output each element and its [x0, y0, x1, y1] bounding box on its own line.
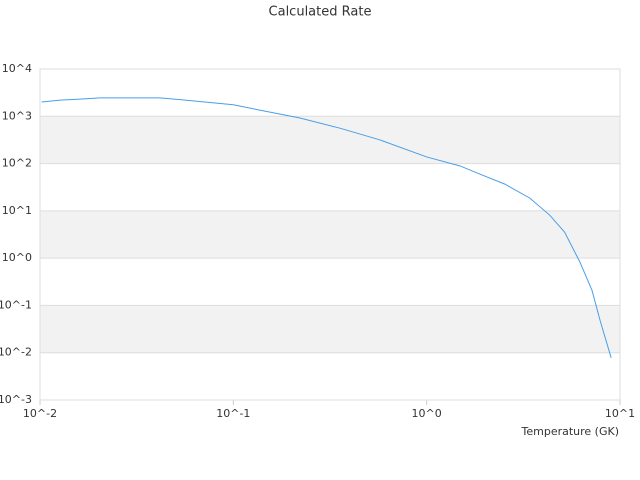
- plot-border: [39, 68, 621, 401]
- chart-title: Calculated Rate: [269, 5, 372, 20]
- y-tick-label: 10^-3: [0, 393, 32, 406]
- x-tick-label: 10^0: [412, 407, 442, 420]
- x-tick-label: 10^1: [605, 407, 635, 420]
- band: [40, 116, 620, 164]
- y-tick-label: 10^-2: [0, 346, 32, 359]
- y-tick-label: 10^-1: [0, 298, 32, 311]
- y-tick-label: 10^2: [2, 157, 32, 170]
- x-axis-label: Temperature (GK): [521, 425, 620, 438]
- band: [40, 210, 620, 259]
- x-tick-label: 10^-1: [216, 407, 250, 420]
- data-line: [41, 97, 612, 358]
- y-tick-label: 10^3: [2, 109, 32, 122]
- band: [40, 305, 620, 353]
- y-tick-label: 10^1: [2, 204, 32, 217]
- y-tick-label: 10^4: [2, 62, 32, 75]
- y-tick-label: 10^0: [2, 251, 32, 264]
- x-tick-label: 10^-2: [23, 407, 57, 420]
